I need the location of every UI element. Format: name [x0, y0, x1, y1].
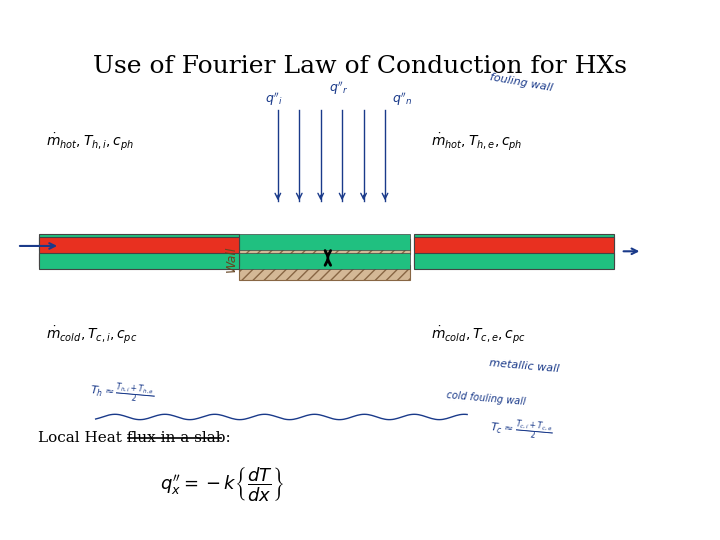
Text: $\dot{m}_{cold}, T_{c,e}, c_{pc}$: $\dot{m}_{cold}, T_{c,e}, c_{pc}$ [431, 323, 526, 345]
Text: $q''_i$: $q''_i$ [265, 90, 284, 107]
Text: $T_c \approx \frac{T_{c,i}+T_{c,e}}{2}$: $T_c \approx \frac{T_{c,i}+T_{c,e}}{2}$ [489, 416, 554, 444]
Bar [38, 234, 238, 250]
Bar [413, 253, 613, 269]
Bar [238, 253, 410, 269]
Bar [38, 253, 238, 269]
Bar [413, 237, 613, 266]
Text: $q_x'' = -k\left\{\dfrac{dT}{dx}\right\}$: $q_x'' = -k\left\{\dfrac{dT}{dx}\right\}… [160, 465, 284, 503]
Bar [413, 234, 613, 250]
Text: Use of Fourier Law of Conduction for HXs: Use of Fourier Law of Conduction for HXs [93, 56, 627, 78]
Text: $q''_r$: $q''_r$ [328, 79, 348, 97]
Text: fouling wall: fouling wall [489, 72, 553, 93]
Text: $\dot{m}_{cold}, T_{c,i}, c_{pc}$: $\dot{m}_{cold}, T_{c,i}, c_{pc}$ [45, 323, 137, 345]
Text: $\dot{m}_{hot}, T_{h,i}, c_{ph}$: $\dot{m}_{hot}, T_{h,i}, c_{ph}$ [45, 131, 134, 152]
Bar [38, 237, 238, 266]
Text: $q''_n$: $q''_n$ [392, 90, 413, 107]
Bar [238, 239, 410, 254]
Bar [238, 234, 410, 250]
Text: cold fouling wall: cold fouling wall [446, 390, 526, 407]
Text: $T_h \approx \frac{T_{h,i}+T_{h,e}}{2}$: $T_h \approx \frac{T_{h,i}+T_{h,e}}{2}$ [89, 379, 155, 407]
Text: Local Heat flux in a slab:: Local Heat flux in a slab: [38, 431, 231, 446]
Text: metallic wall: metallic wall [489, 358, 559, 374]
Text: $\dot{m}_{hot}, T_{h,e}, c_{ph}$: $\dot{m}_{hot}, T_{h,e}, c_{ph}$ [431, 131, 523, 152]
Bar [238, 265, 410, 280]
Text: Wall: Wall [225, 246, 238, 273]
